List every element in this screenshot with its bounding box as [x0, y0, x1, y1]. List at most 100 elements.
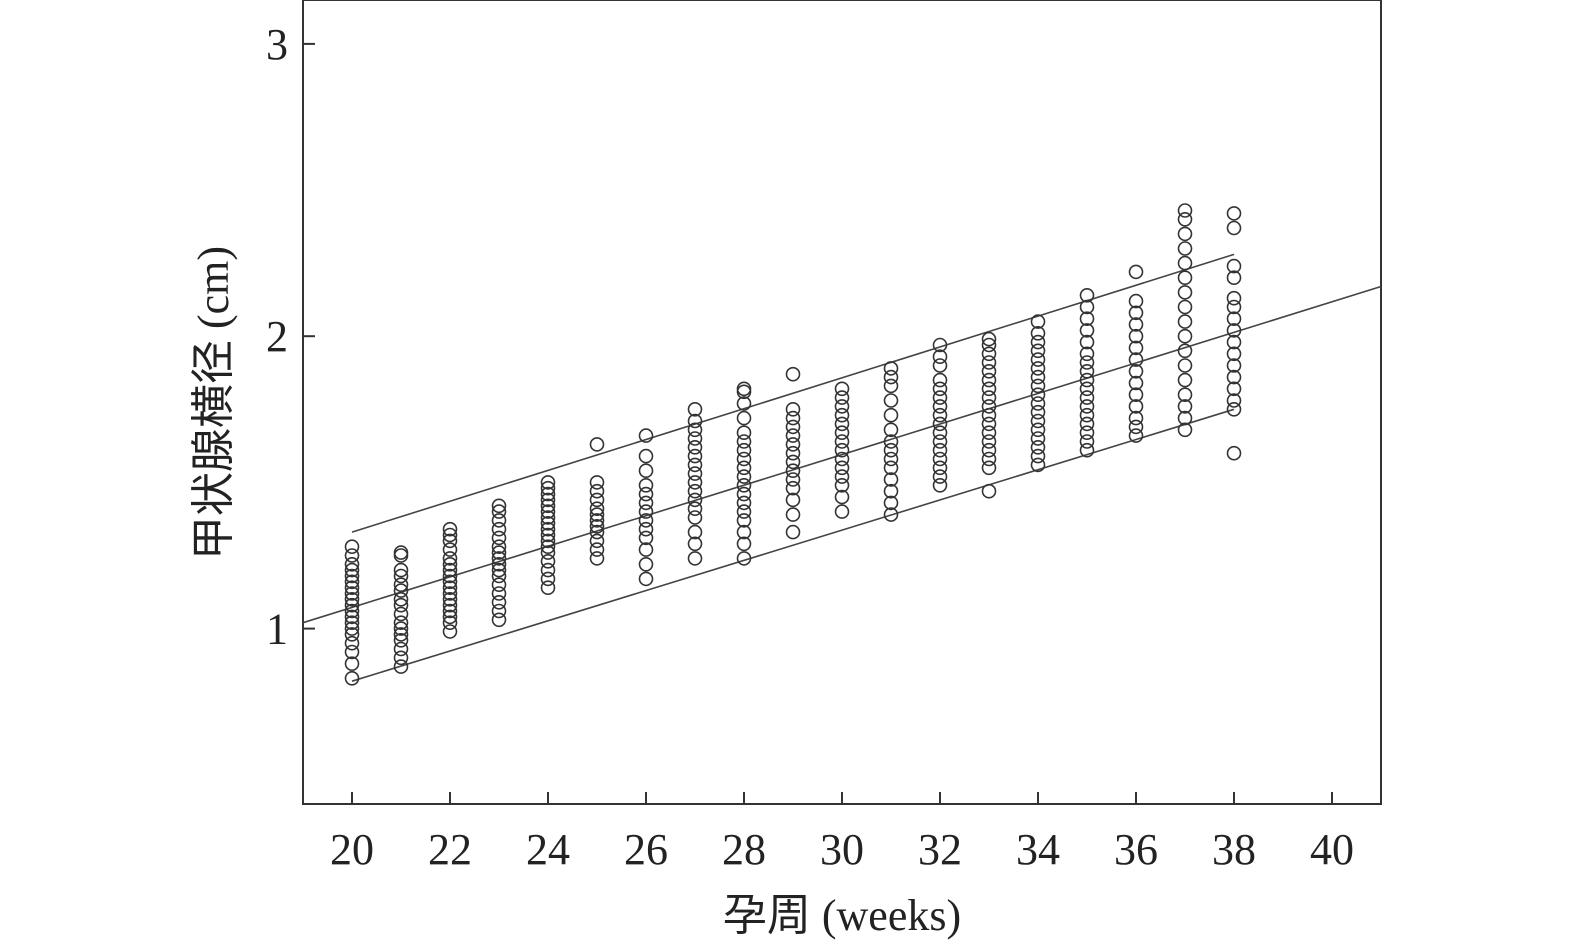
data-point [736, 396, 752, 411]
data-point [834, 477, 850, 493]
data-point [736, 486, 752, 502]
data-point [1079, 416, 1095, 432]
data-point [393, 627, 409, 642]
data-point [1226, 346, 1242, 362]
data-point [785, 524, 801, 540]
data-point [491, 562, 507, 578]
data-point [344, 597, 360, 613]
data-point [393, 548, 409, 563]
data-point [442, 562, 458, 578]
data-point [1030, 413, 1046, 429]
data-point [932, 372, 948, 388]
data-point [736, 410, 752, 426]
data-point [834, 489, 850, 505]
data-point [785, 401, 801, 417]
data-point [491, 568, 507, 584]
data-point [1177, 270, 1193, 286]
data-point [1177, 314, 1193, 329]
data-point [344, 656, 360, 672]
data-point [540, 480, 556, 496]
data-point [491, 551, 507, 566]
data-point [981, 381, 997, 397]
data-point [834, 434, 850, 449]
data-point [491, 545, 507, 560]
data-point [638, 428, 654, 443]
data-point [785, 463, 801, 479]
data-point [1079, 334, 1095, 350]
data-point [1030, 439, 1046, 455]
data-point [1030, 387, 1046, 403]
data-point [932, 349, 948, 365]
data-point [1079, 363, 1095, 379]
data-point [393, 650, 409, 666]
data-point [883, 442, 899, 458]
x-tick-label: 34 [1016, 825, 1060, 874]
data-point [589, 518, 605, 534]
data-point [344, 539, 360, 555]
data-point [1177, 299, 1193, 315]
data-point [1177, 241, 1193, 256]
data-point [932, 469, 948, 484]
data-point [589, 533, 605, 549]
data-point [883, 507, 899, 522]
data-point [1128, 428, 1144, 443]
data-point [1128, 375, 1144, 391]
data-point [442, 574, 458, 590]
data-point [344, 635, 360, 651]
data-point [638, 521, 654, 537]
data-point [1079, 311, 1095, 327]
data-point [687, 457, 703, 473]
x-axis-label: 孕周 (weeks) [723, 891, 961, 940]
data-point [344, 586, 360, 601]
data-point [589, 524, 605, 540]
data-point [638, 477, 654, 493]
data-point [785, 445, 801, 461]
data-point [1128, 328, 1144, 344]
data-point [687, 524, 703, 540]
data-point [785, 419, 801, 435]
data-point [589, 483, 605, 499]
data-point [344, 580, 360, 596]
data-point [540, 510, 556, 525]
data-point [491, 603, 507, 619]
data-point [1030, 431, 1046, 446]
data-point [344, 548, 360, 563]
data-point [932, 477, 948, 493]
data-point [638, 571, 654, 587]
data-point [1030, 352, 1046, 367]
data-point [785, 507, 801, 522]
data-point [393, 583, 409, 598]
data-point [687, 501, 703, 517]
data-point [736, 495, 752, 511]
data-point [1177, 203, 1193, 218]
data-point [1128, 317, 1144, 332]
data-point [981, 390, 997, 405]
data-point [834, 504, 850, 519]
data-point [638, 448, 654, 464]
data-point [344, 556, 360, 572]
y-tick-label: 1 [266, 605, 288, 654]
data-point [344, 644, 360, 660]
data-point [981, 337, 997, 353]
data-point [736, 460, 752, 476]
data-point [442, 603, 458, 619]
data-point [1177, 212, 1193, 227]
data-point [638, 542, 654, 557]
data-point [932, 358, 948, 373]
data-point [1079, 372, 1095, 388]
data-point [442, 597, 458, 613]
data-point [1226, 381, 1242, 397]
data-point [344, 627, 360, 642]
data-point [1226, 206, 1242, 221]
data-point [687, 431, 703, 446]
data-point [344, 562, 360, 578]
data-point [736, 381, 752, 397]
data-point [1030, 404, 1046, 420]
data-point [442, 556, 458, 572]
data-point [1177, 372, 1193, 388]
data-point [883, 472, 899, 487]
plot-area: 20 22 24 26 28 30 32 34 36 38 40 1 2 3 [266, 0, 1382, 874]
data-point [589, 492, 605, 508]
data-point [932, 425, 948, 441]
data-point [834, 425, 850, 441]
